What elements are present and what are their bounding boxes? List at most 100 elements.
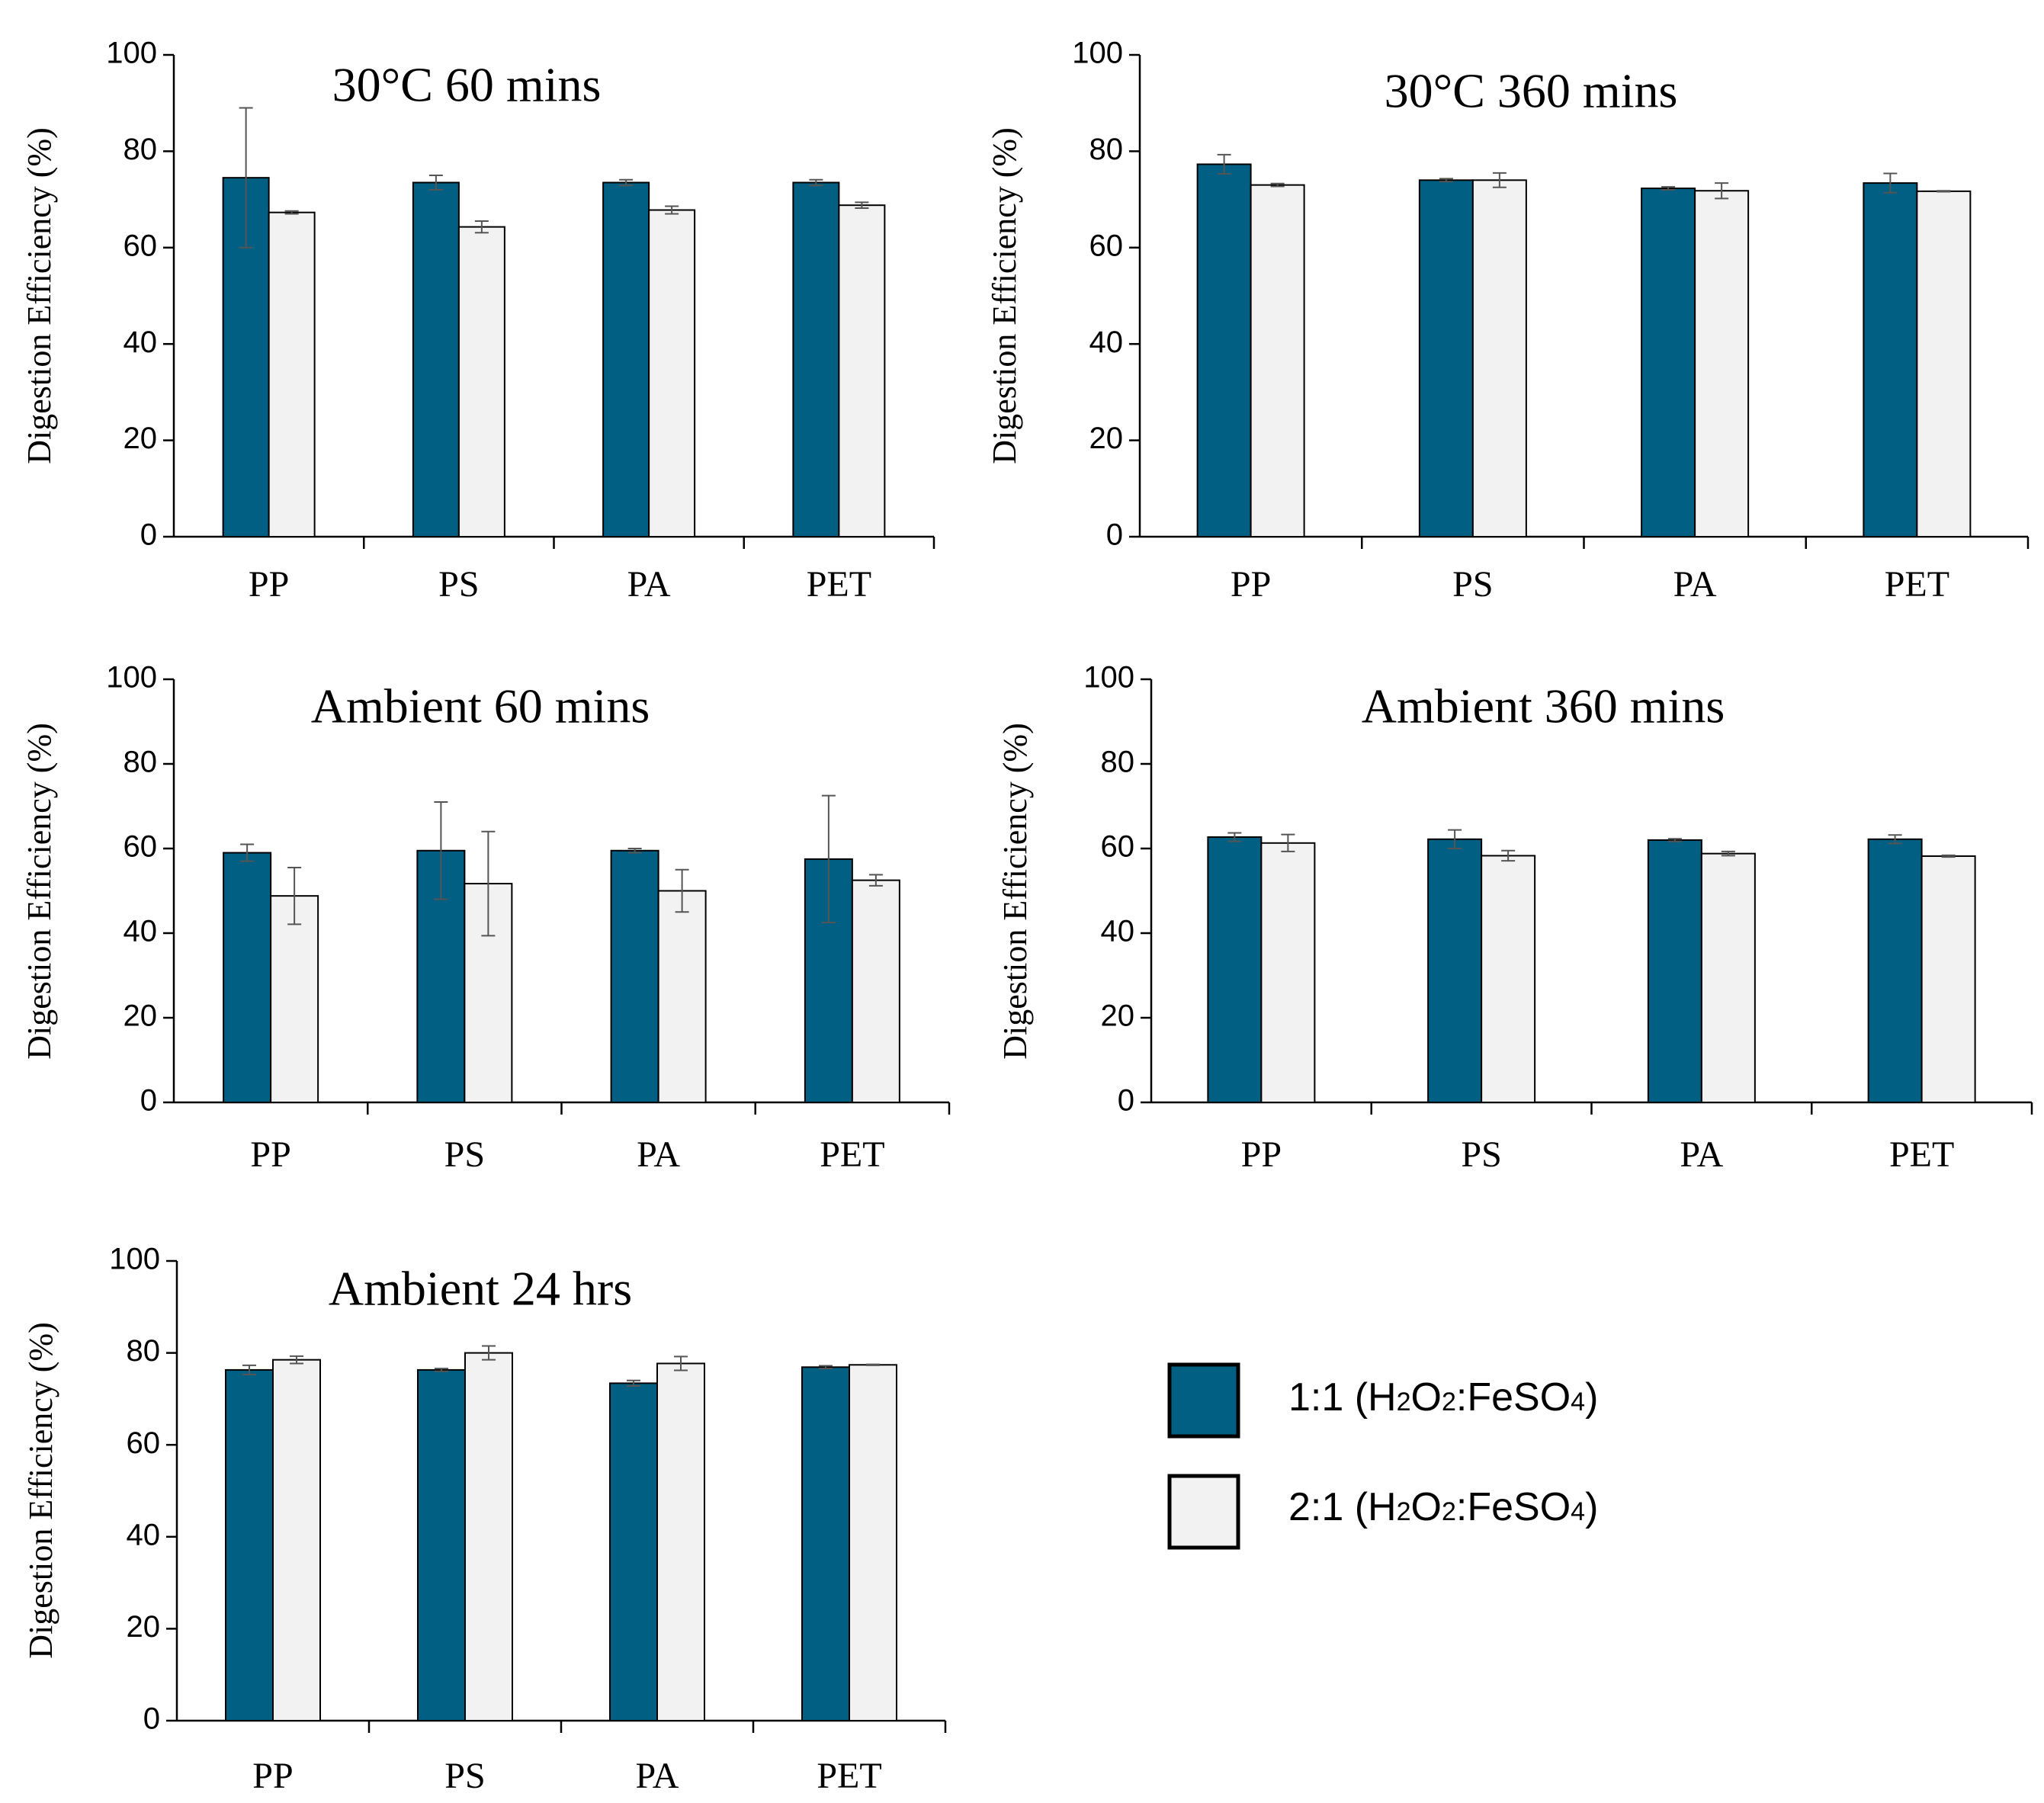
y-tick-label: 40: [1101, 915, 1135, 948]
y-tick-label: 0: [140, 518, 157, 552]
bar-ps-series-1: [417, 1368, 466, 1721]
x-tick-label-pp: PP: [252, 1756, 293, 1796]
y-axis-label: Digestion Efficiency (%): [986, 127, 1023, 464]
y-axis-label: Digestion Efficiency (%): [22, 1322, 59, 1658]
chart-title: Ambient 60 mins: [311, 679, 650, 733]
bar-pet-series-1: [1867, 838, 1923, 1104]
x-tick-label-pet: PET: [820, 1134, 884, 1175]
bar-pp-series-1: [1196, 163, 1252, 538]
bar-ps-series-1: [412, 181, 460, 537]
y-tick-label: 20: [1101, 999, 1135, 1033]
x-tick-label-pet: PET: [1885, 564, 1949, 605]
bar-ps-series-2: [1481, 855, 1536, 1104]
x-tick-label-pp: PP: [1241, 1134, 1282, 1175]
x-tick-label-ps: PS: [444, 1134, 485, 1175]
bar-pa-series-1: [602, 181, 650, 537]
legend-text-part: :FeSO: [1456, 1485, 1571, 1529]
legend-text-part: 1:1 (H: [1288, 1375, 1397, 1420]
bar-ps-series-1: [1427, 838, 1483, 1104]
y-tick-label: 60: [124, 229, 158, 262]
x-tick-label-pa: PA: [627, 564, 671, 605]
legend-text-part: O: [1411, 1485, 1442, 1529]
legend-subscript: 4: [1571, 1497, 1585, 1526]
bar-pa-series-2: [648, 209, 696, 537]
y-axis-label: Digestion Efficiency (%): [21, 127, 58, 464]
bar-ps-series-2: [1471, 179, 1527, 537]
bar-pp-series-2: [1250, 184, 1305, 537]
bar-pa-series-1: [1641, 188, 1696, 537]
y-tick-label: 40: [124, 326, 158, 359]
chart-title: Ambient 24 hrs: [329, 1262, 632, 1316]
x-tick-label-pa: PA: [1673, 564, 1717, 605]
bar-pa-series-1: [610, 849, 659, 1104]
x-tick-label-pp: PP: [1231, 564, 1271, 605]
x-tick-label-pet: PET: [1889, 1134, 1954, 1175]
chart-panel-1: 30°C 60 mins Digestion Efficiency (%) 0 20 4…: [21, 37, 935, 605]
legend-swatch-1: [1167, 1362, 1240, 1439]
y-tick-label: 40: [1089, 326, 1124, 359]
bar-pp-series-2: [270, 895, 319, 1104]
bar-pa-series-1: [609, 1382, 658, 1721]
y-tick-label: 100: [1072, 37, 1123, 70]
y-tick-label: 100: [106, 37, 157, 70]
y-tick-label: 100: [109, 1243, 160, 1276]
bar-pa-series-1: [1647, 839, 1702, 1104]
y-tick-label: 60: [124, 830, 158, 864]
bar-pet-series-1: [1863, 182, 1918, 537]
x-tick-label-pa: PA: [636, 1756, 679, 1796]
y-tick-label: 0: [1106, 518, 1123, 552]
bar-pp-series-1: [1207, 836, 1263, 1103]
bar-pp-series-2: [268, 211, 316, 537]
x-tick-label-pet: PET: [817, 1756, 881, 1796]
legend-subscript: 2: [1397, 1497, 1411, 1526]
y-tick-label: 100: [106, 661, 157, 695]
y-axis-label: Digestion Efficiency (%): [21, 723, 58, 1059]
legend-swatch-2: [1167, 1474, 1240, 1550]
bar-pet-series-2: [1916, 190, 1972, 538]
y-tick-label: 60: [127, 1426, 161, 1460]
y-tick-label: 80: [1089, 133, 1124, 166]
legend-subscript: 2: [1442, 1388, 1456, 1416]
bar-pet-series-2: [851, 879, 900, 1103]
legend-label-1: 1:1 (H2O2:FeSO4): [1288, 1375, 1598, 1420]
bar-ps-series-1: [1418, 179, 1474, 537]
legend-text-part: 2:1 (H: [1288, 1485, 1397, 1529]
x-tick-label-pp: PP: [250, 1134, 290, 1175]
legend-subscript: 2: [1442, 1497, 1456, 1526]
y-tick-label: 80: [127, 1334, 161, 1368]
bar-pet-series-2: [838, 204, 886, 537]
y-tick-label: 0: [1118, 1084, 1134, 1118]
bar-ps-series-2: [464, 1352, 513, 1721]
bar-pet-series-2: [849, 1364, 897, 1721]
y-tick-label: 0: [143, 1702, 160, 1736]
legend-subscript: 2: [1397, 1388, 1411, 1416]
chart-title: 30°C 60 mins: [332, 58, 602, 112]
chart-title: 30°C 360 mins: [1385, 64, 1678, 118]
legend-text-part: ): [1585, 1375, 1598, 1420]
y-tick-label: 80: [124, 133, 158, 166]
y-tick-label: 60: [1101, 830, 1135, 864]
x-tick-label-ps: PS: [1461, 1134, 1501, 1175]
bar-pet-series-1: [792, 181, 840, 537]
chart-panel-5: Ambient 24 hrs Digestion Efficiency (%) 0 2…: [22, 1243, 947, 1796]
y-tick-label: 80: [124, 746, 158, 779]
y-tick-label: 20: [124, 999, 158, 1033]
chart-title: Ambient 360 mins: [1362, 679, 1725, 733]
bar-pet-series-1: [801, 1366, 850, 1721]
bar-pp-series-1: [223, 852, 272, 1104]
y-tick-label: 40: [124, 915, 158, 948]
bar-pa-series-2: [1700, 852, 1756, 1104]
chart-panel-4: Ambient 360 mins Digestion Efficiency (%)…: [996, 661, 2033, 1175]
y-axis-label: Digestion Efficiency (%): [996, 723, 1034, 1059]
y-tick-label: 80: [1101, 746, 1135, 779]
x-tick-label-ps: PS: [438, 564, 479, 605]
bar-pp-series-1: [225, 1368, 274, 1721]
legend-label-2: 2:1 (H2O2:FeSO4): [1288, 1485, 1598, 1529]
bar-pa-series-2: [1694, 190, 1750, 537]
legend-text-part: O: [1411, 1375, 1442, 1420]
x-tick-label-ps: PS: [1452, 564, 1493, 605]
x-tick-label-pp: PP: [249, 564, 289, 605]
bar-pp-series-2: [272, 1359, 321, 1722]
bar-pa-series-2: [657, 890, 707, 1103]
